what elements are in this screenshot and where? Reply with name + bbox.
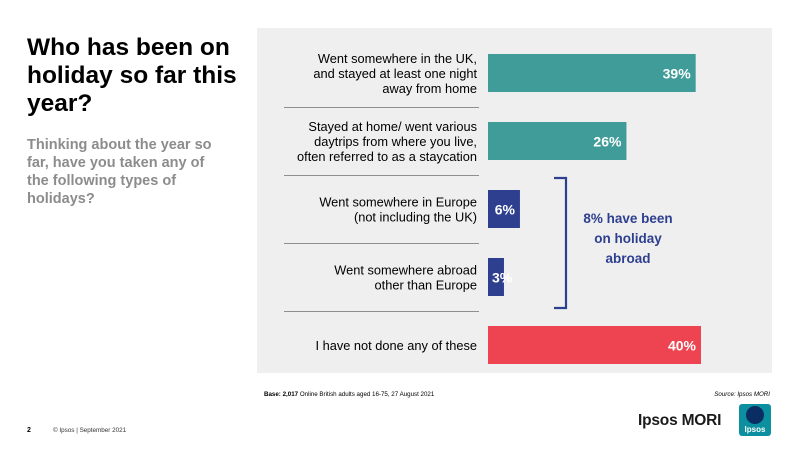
page-number: 2 — [27, 427, 31, 434]
category-label: Stayed at home/ went various daytrips fro… — [297, 119, 477, 164]
category-label: I have not done any of these — [315, 338, 477, 353]
logo-circle — [746, 406, 764, 424]
logo-text: Ipsos — [744, 425, 766, 434]
category-label-line: (not including the UK) — [354, 210, 477, 225]
category-label: Went somewhere in Europe (not including t… — [319, 195, 477, 225]
source-note: Source: Ipsos MORI — [714, 391, 770, 398]
bar-value-label: 40% — [668, 338, 697, 354]
brand-name: Ipsos MORI — [638, 412, 722, 429]
bar — [488, 258, 504, 296]
bar — [488, 326, 701, 364]
bar — [488, 190, 520, 228]
category-label-line: often referred to as a staycation — [297, 149, 477, 164]
bar — [488, 54, 696, 92]
abroad-annotation-line: abroad — [605, 251, 650, 266]
category-label-line: Went somewhere in the UK, — [318, 51, 477, 66]
abroad-bracket — [554, 176, 568, 310]
holiday-bar-chart: Went somewhere in the UK, and stayed at l… — [284, 51, 701, 364]
category-label-line: and stayed at least one night — [313, 66, 477, 81]
bar-value-label: 3% — [492, 270, 513, 286]
chart-panel: Went somewhere in the UK, and stayed at l… — [257, 28, 772, 373]
bar-value-label: 26% — [593, 134, 622, 150]
abroad-annotation-line: on holiday — [594, 231, 662, 246]
category-label: Went somewhere in the UK, and stayed at l… — [313, 51, 477, 96]
category-label-line: Went somewhere in Europe — [319, 195, 477, 210]
base-text: Online British adults aged 16-75, 27 Aug… — [299, 391, 435, 398]
category-label-line: daytrips from where you live, — [314, 134, 477, 149]
page-subtitle: Thinking about the year so far, have you… — [27, 137, 212, 207]
page-title: Who has been on holiday so far this year… — [27, 34, 237, 117]
bar-value-label: 39% — [663, 66, 692, 82]
abroad-annotation-line: 8% have been — [583, 211, 672, 226]
copyright-text: © Ipsos | September 2021 — [53, 427, 127, 434]
bar — [488, 122, 627, 160]
ipsos-logo-icon: Ipsos — [739, 404, 771, 436]
category-label-line: Went somewhere abroad — [334, 263, 477, 278]
category-label-line: Stayed at home/ went various — [308, 119, 477, 134]
base-label: Base: — [264, 391, 281, 398]
category-label-line: other than Europe — [375, 278, 477, 293]
bar-value-label: 6% — [495, 202, 516, 218]
base-count: 2,017 — [282, 391, 299, 398]
base-note: Base: 2,017 Online British adults aged 1… — [264, 391, 434, 398]
category-label-line: I have not done any of these — [315, 338, 477, 353]
category-label-line: away from home — [382, 81, 477, 96]
abroad-annotation: 8% have been on holiday abroad — [583, 211, 672, 266]
category-label: Went somewhere abroad other than Europe — [334, 263, 477, 293]
